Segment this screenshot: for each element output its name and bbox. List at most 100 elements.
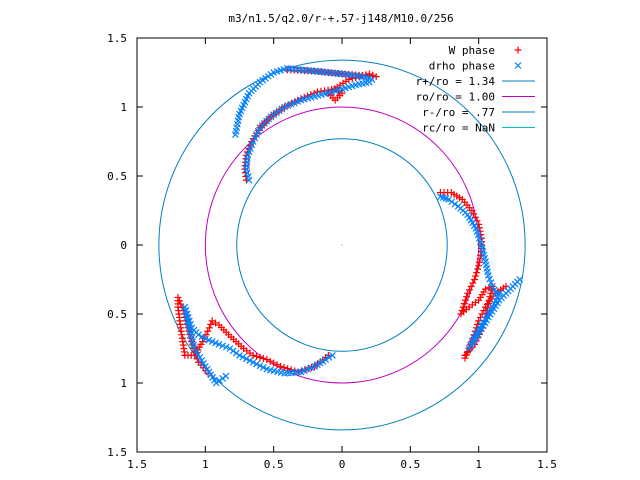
- point-drho-phase: [514, 62, 522, 69]
- point-w-phase: [470, 210, 478, 218]
- point-drho-phase: [329, 351, 336, 359]
- point-w-phase: [177, 300, 185, 308]
- point-drho-phase: [256, 362, 264, 370]
- x-tick-label: 0.5: [400, 458, 420, 471]
- x-tick-label: 0: [339, 458, 346, 471]
- axes: 1.5 1 0.5 0 0.5 1 1.51.510.500.511.5: [107, 32, 557, 471]
- point-w-phase: [461, 296, 469, 304]
- point-drho-phase: [246, 357, 254, 364]
- point-drho-phase: [201, 335, 209, 343]
- point-drho-phase: [490, 286, 498, 294]
- legend-label: r+/ro = 1.34: [416, 75, 496, 88]
- point-drho-phase: [494, 293, 501, 301]
- legend-label: ro/ro = 1.00: [416, 91, 495, 104]
- point-w-phase: [464, 289, 472, 297]
- point-w-phase: [475, 317, 483, 325]
- point-w-phase: [245, 144, 253, 152]
- legend: W phase drho phase r+/ro = 1.34 ro/ro = 1.0…: [416, 44, 535, 135]
- point-drho-phase: [451, 200, 459, 208]
- chart-title: m3/n1.5/q2.0/r-+.57-j148/M10.0/256: [228, 12, 453, 25]
- point-w-phase: [270, 359, 278, 367]
- point-w-phase: [462, 351, 470, 359]
- point-drho-phase: [263, 365, 271, 373]
- point-drho-phase: [484, 271, 492, 279]
- point-drho-phase: [249, 138, 257, 145]
- point-w-phase: [273, 361, 281, 369]
- y-tick-label: 0.5: [107, 170, 127, 183]
- point-w-phase: [204, 327, 212, 335]
- y-tick-label: 1.5: [107, 446, 127, 459]
- point-w-phase: [471, 276, 479, 283]
- point-drho-phase: [239, 353, 247, 361]
- point-w-phase: [256, 353, 264, 361]
- point-w-phase: [472, 272, 480, 280]
- point-drho-phase: [231, 131, 239, 139]
- point-w-phase: [463, 293, 471, 301]
- circle-r: [236, 138, 448, 352]
- point-w-phase: [208, 317, 216, 325]
- point-w-phase: [244, 148, 252, 156]
- y-tick-label: 0.5: [107, 308, 127, 321]
- point-w-phase: [175, 297, 183, 305]
- point-w-phase: [461, 354, 469, 362]
- series-drho-phase: [181, 64, 524, 387]
- y-tick-label: 0: [120, 239, 127, 252]
- point-w-phase: [207, 320, 215, 328]
- y-tick-label: 1: [120, 101, 127, 114]
- point-drho-phase: [253, 360, 261, 368]
- point-w-phase: [246, 141, 254, 149]
- y-tick-label: 1: [120, 377, 127, 390]
- data-points: [174, 64, 524, 387]
- point-drho-phase: [254, 127, 262, 135]
- y-tick-label: 1.5: [107, 32, 127, 45]
- point-drho-phase: [222, 372, 230, 380]
- legend-label: W phase: [449, 44, 495, 57]
- point-drho-phase: [486, 275, 494, 283]
- point-drho-phase: [445, 196, 453, 203]
- point-drho-phase: [325, 354, 333, 361]
- point-w-phase: [475, 262, 483, 270]
- x-tick-label: 1.5: [127, 458, 147, 471]
- circle-r: [158, 59, 526, 431]
- point-drho-phase: [448, 198, 456, 206]
- point-drho-phase: [198, 333, 206, 341]
- point-w-phase: [458, 307, 466, 315]
- point-drho-phase: [488, 282, 496, 290]
- point-w-phase: [482, 285, 489, 293]
- point-w-phase: [460, 300, 468, 308]
- legend-label: r-/ro = .77: [422, 106, 495, 119]
- point-drho-phase: [251, 134, 259, 142]
- point-w-phase: [467, 282, 475, 290]
- point-w-phase: [475, 258, 483, 266]
- point-w-phase: [474, 265, 482, 273]
- point-drho-phase: [219, 374, 227, 382]
- point-w-phase: [465, 286, 473, 294]
- point-drho-phase: [222, 343, 230, 351]
- point-w-phase: [468, 207, 476, 214]
- point-drho-phase: [516, 276, 524, 283]
- point-drho-phase: [474, 328, 482, 335]
- point-w-phase: [473, 269, 481, 277]
- point-w-phase: [253, 352, 261, 360]
- point-w-phase: [266, 357, 274, 365]
- x-tick-label: 0.5: [264, 458, 284, 471]
- origin-dot: [341, 244, 343, 246]
- point-drho-phase: [219, 342, 227, 350]
- point-drho-phase: [229, 347, 237, 355]
- x-tick-label: 1: [202, 458, 209, 471]
- point-drho-phase: [249, 358, 257, 366]
- legend-label: rc/ro = NaN: [422, 122, 495, 135]
- legend-label: drho phase: [429, 60, 495, 73]
- point-drho-phase: [242, 355, 250, 363]
- point-w-phase: [205, 324, 213, 332]
- point-w-phase: [263, 356, 271, 364]
- point-drho-phase: [232, 349, 240, 357]
- point-drho-phase: [487, 279, 495, 287]
- x-tick-label: 1.5: [537, 458, 557, 471]
- point-drho-phase: [236, 351, 243, 359]
- point-drho-phase: [495, 289, 503, 297]
- x-tick-label: 1: [475, 458, 482, 471]
- point-w-phase: [259, 355, 267, 363]
- point-drho-phase: [216, 377, 223, 385]
